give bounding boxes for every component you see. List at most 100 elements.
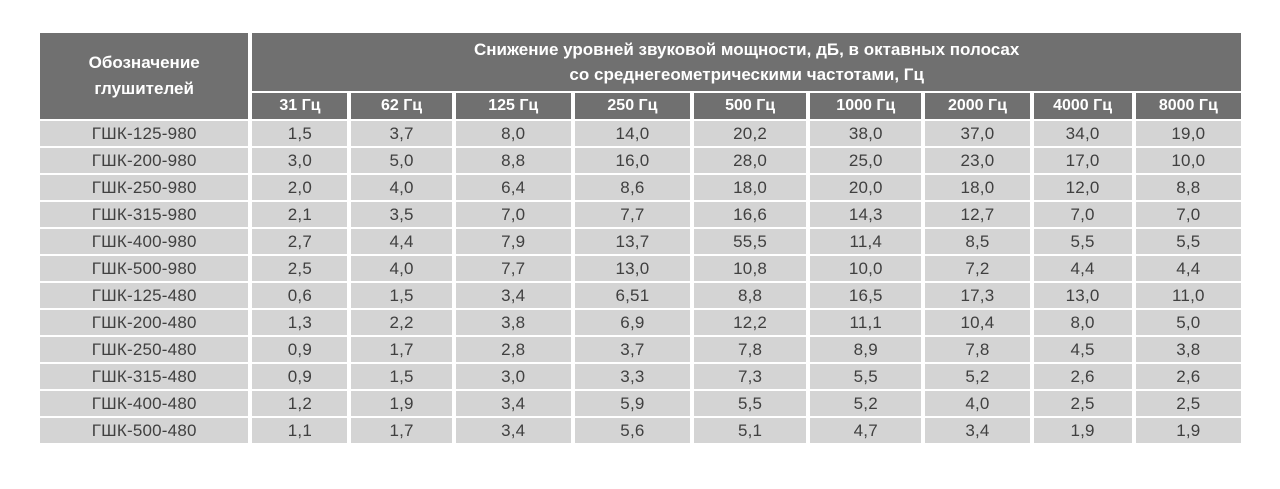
value-cell: 2,6 (1135, 364, 1241, 389)
value-cell: 2,0 (252, 175, 348, 200)
value-cell: 4,5 (1033, 337, 1132, 362)
value-cell: 37,0 (925, 121, 1030, 146)
value-cell: 4,0 (351, 256, 452, 281)
value-cell: 55,5 (694, 229, 807, 254)
value-cell: 8,0 (455, 121, 571, 146)
value-cell: 2,2 (351, 310, 452, 335)
value-cell: 5,5 (694, 391, 807, 416)
value-cell: 11,4 (810, 229, 922, 254)
value-cell: 8,8 (694, 283, 807, 308)
value-cell: 17,0 (1033, 148, 1132, 173)
frequency-header: 31 Гц (252, 93, 348, 119)
value-cell: 8,8 (1135, 175, 1241, 200)
value-cell: 3,0 (455, 364, 571, 389)
value-cell: 4,4 (1135, 256, 1241, 281)
value-cell: 13,7 (574, 229, 691, 254)
value-cell: 7,0 (455, 202, 571, 227)
value-cell: 1,9 (1135, 418, 1241, 443)
value-cell: 1,9 (351, 391, 452, 416)
table-row: ГШК-315-980 2,1 3,5 7,0 7,7 16,6 14,3 12,7 7,0 7,… (40, 202, 1241, 227)
value-cell: 20,0 (810, 175, 922, 200)
frequency-header: 1000 Гц (810, 93, 922, 119)
value-cell: 7,2 (925, 256, 1030, 281)
value-cell: 16,6 (694, 202, 807, 227)
row-designation: ГШК-315-480 (40, 364, 249, 389)
frequency-header: 125 Гц (455, 93, 571, 119)
designation-header-line1: Обозначение (88, 52, 200, 72)
value-cell: 7,0 (1135, 202, 1241, 227)
value-cell: 2,1 (252, 202, 348, 227)
value-cell: 3,4 (455, 391, 571, 416)
value-cell: 4,4 (351, 229, 452, 254)
frequency-header-row: 31 Гц 62 Гц 125 Гц 250 Гц 500 Гц 1000 Гц 2000 … (40, 93, 1241, 119)
value-cell: 3,4 (455, 418, 571, 443)
table-row: ГШК-500-980 2,5 4,0 7,7 13,0 10,8 10,0 7,2 4,4 4,… (40, 256, 1241, 281)
frequency-header: 250 Гц (574, 93, 691, 119)
designation-column-header: Обозначение глушителей (40, 33, 249, 119)
value-cell: 7,8 (694, 337, 807, 362)
table-row: ГШК-400-480 1,2 1,9 3,4 5,9 5,5 5,2 4,0 2,5 2,5 (40, 391, 1241, 416)
row-designation: ГШК-315-980 (40, 202, 249, 227)
row-designation: ГШК-400-980 (40, 229, 249, 254)
value-cell: 4,4 (1033, 256, 1132, 281)
value-cell: 1,7 (351, 418, 452, 443)
value-cell: 4,7 (810, 418, 922, 443)
value-cell: 5,1 (694, 418, 807, 443)
table-row: ГШК-500-480 1,1 1,7 3,4 5,6 5,1 4,7 3,4 1,9 1,9 (40, 418, 1241, 443)
value-cell: 20,2 (694, 121, 807, 146)
value-cell: 3,3 (574, 364, 691, 389)
value-cell: 5,0 (351, 148, 452, 173)
row-designation: ГШК-500-980 (40, 256, 249, 281)
value-cell: 3,7 (351, 121, 452, 146)
value-cell: 3,4 (925, 418, 1030, 443)
value-cell: 0,9 (252, 364, 348, 389)
value-cell: 10,0 (1135, 148, 1241, 173)
value-cell: 5,2 (925, 364, 1030, 389)
value-cell: 2,6 (1033, 364, 1132, 389)
value-cell: 4,0 (351, 175, 452, 200)
value-cell: 17,3 (925, 283, 1030, 308)
value-cell: 2,5 (252, 256, 348, 281)
table-row: ГШК-200-980 3,0 5,0 8,8 16,0 28,0 25,0 23,0 17,0… (40, 148, 1241, 173)
row-designation: ГШК-500-480 (40, 418, 249, 443)
value-cell: 1,2 (252, 391, 348, 416)
value-cell: 10,4 (925, 310, 1030, 335)
frequency-header: 2000 Гц (925, 93, 1030, 119)
value-cell: 1,7 (351, 337, 452, 362)
value-cell: 6,51 (574, 283, 691, 308)
value-cell: 7,9 (455, 229, 571, 254)
value-cell: 2,5 (1033, 391, 1132, 416)
row-designation: ГШК-125-980 (40, 121, 249, 146)
value-cell: 5,5 (1135, 229, 1241, 254)
value-cell: 5,0 (1135, 310, 1241, 335)
value-cell: 7,8 (925, 337, 1030, 362)
value-cell: 1,9 (1033, 418, 1132, 443)
value-cell: 3,8 (1135, 337, 1241, 362)
value-cell: 6,9 (574, 310, 691, 335)
value-cell: 1,5 (351, 364, 452, 389)
row-designation: ГШК-200-980 (40, 148, 249, 173)
row-designation: ГШК-400-480 (40, 391, 249, 416)
value-cell: 13,0 (574, 256, 691, 281)
table-row: ГШК-125-980 1,5 3,7 8,0 14,0 20,2 38,0 37,0 34,0… (40, 121, 1241, 146)
table-row: ГШК-250-980 2,0 4,0 6,4 8,6 18,0 20,0 18,0 12,0 8… (40, 175, 1241, 200)
value-cell: 25,0 (810, 148, 922, 173)
value-cell: 8,8 (455, 148, 571, 173)
frequency-header: 4000 Гц (1033, 93, 1132, 119)
table-row: ГШК-400-980 2,7 4,4 7,9 13,7 55,5 11,4 8,5 5,5 5,… (40, 229, 1241, 254)
value-cell: 14,3 (810, 202, 922, 227)
value-cell: 34,0 (1033, 121, 1132, 146)
designation-header-line2: глушителей (94, 79, 194, 98)
value-cell: 18,0 (694, 175, 807, 200)
value-cell: 5,5 (1033, 229, 1132, 254)
row-designation: ГШК-125-480 (40, 283, 249, 308)
value-cell: 7,7 (455, 256, 571, 281)
value-cell: 1,5 (351, 283, 452, 308)
value-cell: 5,9 (574, 391, 691, 416)
frequency-header: 500 Гц (694, 93, 807, 119)
table-row: ГШК-315-480 0,9 1,5 3,0 3,3 7,3 5,5 5,2 2,6 2,6 (40, 364, 1241, 389)
value-cell: 5,5 (810, 364, 922, 389)
value-cell: 16,5 (810, 283, 922, 308)
value-cell: 10,8 (694, 256, 807, 281)
table-row: ГШК-250-480 0,9 1,7 2,8 3,7 7,8 8,9 7,8 4,5 3,8 (40, 337, 1241, 362)
